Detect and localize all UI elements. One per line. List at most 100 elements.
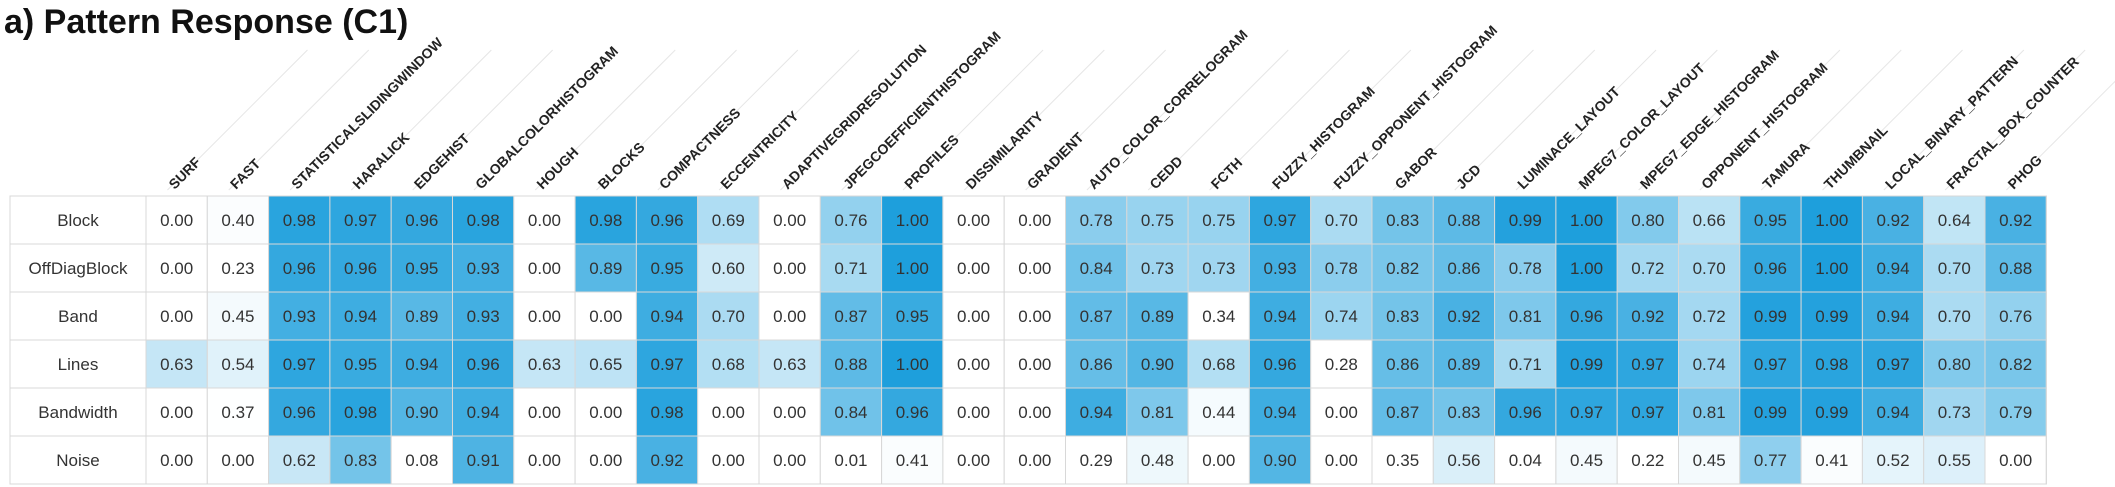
heatmap-cell-value: 1.00: [1815, 211, 1848, 230]
heatmap-cell-value: 0.70: [1938, 259, 1971, 278]
heatmap-cell-value: 0.08: [405, 451, 438, 470]
heatmap-cell: [1861, 195, 1925, 245]
heatmap-cell: [1555, 435, 1618, 485]
column-guide-line: [412, 49, 554, 191]
heatmap-cell-value: 0.95: [896, 307, 929, 326]
heatmap-cell-value: 0.45: [1570, 451, 1603, 470]
heatmap-cell-value: 0.89: [1141, 307, 1174, 326]
heatmap-cell-value: 0.00: [528, 451, 561, 470]
heatmap-cell: [268, 339, 331, 389]
heatmap-cell-value: 0.00: [957, 307, 990, 326]
heatmap-cell-value: 0.96: [467, 355, 500, 374]
heatmap-cell-value: 0.00: [528, 403, 561, 422]
heatmap-cell-value: 0.00: [1018, 307, 1051, 326]
heatmap-cell: [758, 291, 821, 341]
column-header-label: FUZZY_HISTOGRAM: [1269, 83, 1378, 192]
column-guide-line: [351, 49, 492, 191]
heatmap-cell-value: 0.72: [1631, 259, 1664, 278]
heatmap-cell-value: 0.55: [1938, 451, 1971, 470]
column-guide-line: [1577, 49, 1718, 191]
row-label-cell: [9, 243, 147, 293]
heatmap-cell: [1187, 387, 1250, 437]
heatmap-cell: [1432, 243, 1496, 293]
heatmap-cell-value: 0.69: [712, 211, 745, 230]
heatmap-cell: [1923, 339, 1986, 389]
heatmap-cell-value: 0.00: [957, 211, 990, 230]
heatmap-cell: [1739, 387, 1802, 437]
heatmap-cell-value: 0.96: [651, 211, 684, 230]
heatmap-cell-value: 0.86: [1080, 355, 1113, 374]
heatmap-border: [9, 195, 2047, 485]
heatmap-cell-value: 0.48: [1141, 451, 1174, 470]
heatmap-cell: [513, 387, 576, 437]
heatmap-cell-value: 0.92: [651, 451, 684, 470]
heatmap-cell: [1003, 435, 1067, 485]
heatmap-cell-value: 0.94: [1877, 307, 1910, 326]
heatmap-cell-value: 0.99: [1570, 355, 1603, 374]
heatmap-cell-value: 0.70: [1693, 259, 1726, 278]
heatmap-cell-value: 0.95: [344, 355, 377, 374]
heatmap-cell-value: 0.74: [1325, 307, 1358, 326]
heatmap-cell: [881, 243, 944, 293]
heatmap-cell-value: 0.73: [1202, 259, 1235, 278]
column-header-label: FRACTAL_BOX_COUNTER: [1943, 53, 2082, 192]
column-guide-line: [1699, 49, 1841, 191]
heatmap-cell: [697, 291, 760, 341]
heatmap-cell-value: 0.00: [957, 403, 990, 422]
column-guide-line: [1515, 49, 1657, 191]
heatmap-cell-value: 0.00: [712, 451, 745, 470]
heatmap-cell-value: 0.71: [834, 259, 867, 278]
heatmap-cell: [697, 339, 760, 389]
heatmap-cell-value: 0.00: [1018, 211, 1051, 230]
heatmap-cell-value: 0.81: [1141, 403, 1174, 422]
heatmap-cell-value: 0.00: [160, 307, 193, 326]
heatmap-cell: [329, 291, 392, 341]
heatmap-cell: [758, 195, 821, 245]
heatmap-cell-value: 0.45: [221, 307, 254, 326]
heatmap-cell-value: 0.00: [589, 451, 622, 470]
heatmap-cell-value: 0.98: [1815, 355, 1848, 374]
heatmap-cell: [1065, 291, 1128, 341]
column-guide-line: [228, 49, 370, 191]
heatmap-cell-value: 0.41: [896, 451, 929, 470]
heatmap-cell-value: 0.77: [1754, 451, 1787, 470]
heatmap-cell-value: 0.73: [1938, 403, 1971, 422]
heatmap-cell: [1739, 195, 1802, 245]
heatmap-cell: [513, 195, 576, 245]
heatmap-cell: [819, 195, 883, 245]
heatmap-cell-value: 0.84: [834, 403, 867, 422]
heatmap-cell: [513, 339, 576, 389]
heatmap-cell: [881, 387, 944, 437]
heatmap-cell: [574, 387, 637, 437]
heatmap-cell-value: 0.00: [773, 259, 806, 278]
heatmap-cell-value: 0.98: [467, 211, 500, 230]
heatmap-cell-value: 0.96: [283, 403, 316, 422]
heatmap-cell-value: 0.92: [1447, 307, 1480, 326]
heatmap-cell: [1616, 291, 1679, 341]
heatmap-cell-value: 0.96: [283, 259, 316, 278]
heatmap-cell: [1739, 435, 1802, 485]
heatmap-cell: [1984, 387, 2047, 437]
heatmap-cell-value: 0.92: [1877, 211, 1910, 230]
heatmap-cell-value: 0.79: [1999, 403, 2032, 422]
heatmap-cell: [1984, 435, 2047, 485]
heatmap-cell-value: 0.97: [344, 211, 377, 230]
column-guide-line: [1393, 49, 1534, 191]
heatmap-cell-value: 0.78: [1509, 259, 1542, 278]
column-header-label: GRADIENT: [1024, 129, 1087, 192]
heatmap-cell: [819, 339, 883, 389]
heatmap-cell-value: 0.93: [283, 307, 316, 326]
heatmap-cell-value: 0.37: [221, 403, 254, 422]
heatmap-cell-value: 0.99: [1509, 211, 1542, 230]
heatmap-cell: [942, 435, 1005, 485]
heatmap-cell-value: 0.35: [1386, 451, 1419, 470]
heatmap-cell: [329, 195, 392, 245]
heatmap-cell-value: 0.65: [589, 355, 622, 374]
column-guide-line: [2006, 80, 2115, 191]
heatmap-cell-value: 0.97: [283, 355, 316, 374]
heatmap-cell-value: 0.94: [1264, 403, 1297, 422]
heatmap-cell-value: 0.54: [221, 355, 254, 374]
heatmap-cell-value: 0.00: [528, 307, 561, 326]
column-guide-line: [1883, 49, 2025, 191]
heatmap-cell-value: 0.00: [773, 451, 806, 470]
